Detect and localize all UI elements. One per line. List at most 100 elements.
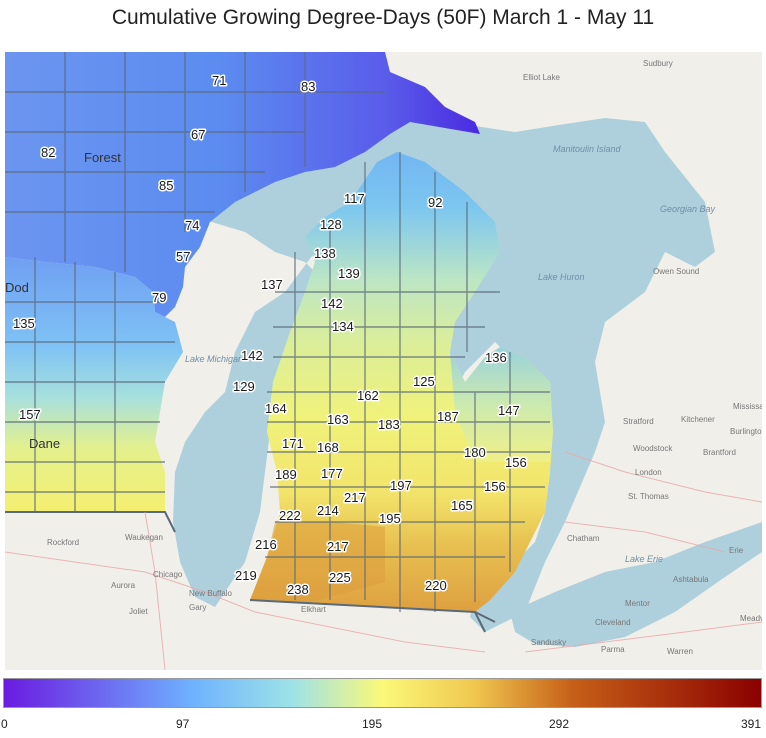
gdd-value: 142 — [321, 296, 343, 311]
gdd-value: 219 — [235, 568, 257, 583]
gdd-value: 183 — [378, 417, 400, 432]
city-label: Gary — [189, 603, 206, 612]
gdd-value: 165 — [451, 498, 473, 513]
colorbar-tick: 97 — [176, 717, 190, 731]
gdd-value: 164 — [265, 401, 287, 416]
gdd-value: 129 — [233, 379, 255, 394]
city-label: Owen Sound — [653, 267, 699, 276]
city-labels: Elliot Lake Sudbury Owen Sound Kitchener… — [47, 59, 762, 656]
gdd-value: 79 — [152, 290, 166, 305]
city-label: Aurora — [111, 581, 136, 590]
gdd-value: 189 — [275, 467, 297, 482]
gdd-value: 177 — [321, 466, 343, 481]
city-label: Brantford — [703, 448, 736, 457]
city-label: New Buffalo — [189, 589, 233, 598]
gdd-value: 195 — [379, 511, 401, 526]
city-label: Meadville — [740, 614, 762, 623]
colorbar — [3, 678, 762, 708]
gdd-value: 197 — [390, 478, 412, 493]
city-label: Parma — [601, 645, 625, 654]
map-title: Cumulative Growing Degree-Days (50F) Mar… — [111, 6, 655, 29]
colorbar-gradient — [4, 679, 761, 707]
gdd-value: 238 — [287, 582, 309, 597]
colorbar-tick: 292 — [549, 717, 570, 731]
city-label: Rockford — [47, 538, 79, 547]
gdd-value: 168 — [317, 440, 339, 455]
roads — [5, 451, 762, 670]
gdd-value: 128 — [320, 217, 342, 232]
upper-peninsula — [5, 52, 480, 317]
gdd-value: 214 — [317, 503, 339, 518]
city-label: Waukegan — [125, 533, 163, 542]
city-label: London — [635, 468, 662, 477]
county-label-forest: Forest — [84, 150, 121, 165]
gdd-value: 83 — [301, 79, 315, 94]
county-label-dod: Dod — [5, 280, 29, 295]
manitoulin-island-label: Manitoulin Island — [553, 144, 622, 154]
gdd-value: 125 — [413, 374, 435, 389]
gdd-value: 136 — [485, 350, 507, 365]
gdd-value: 82 — [41, 145, 55, 160]
gdd-value: 225 — [329, 570, 351, 585]
gdd-value: 222 — [279, 508, 301, 523]
city-label: Cleveland — [595, 618, 631, 627]
city-label: Mentor — [625, 599, 650, 608]
map-canvas: Lake Michigan Lake Huron Georgian Bay La… — [5, 52, 762, 670]
gdd-value: 156 — [484, 479, 506, 494]
city-label: Woodstock — [633, 444, 673, 453]
city-label: Mississauga — [733, 402, 762, 411]
lake-huron-label: Lake Huron — [538, 272, 585, 282]
city-label: Erie — [729, 546, 744, 555]
city-label: Kitchener — [681, 415, 715, 424]
city-label: Warren — [667, 647, 693, 656]
southwest-warm-zone — [250, 522, 385, 604]
gdd-value: 156 — [505, 455, 527, 470]
gdd-value: 216 — [255, 537, 277, 552]
city-label: Stratford — [623, 417, 654, 426]
map-panel[interactable]: Lake Michigan Lake Huron Georgian Bay La… — [5, 52, 762, 670]
colorbar-tick: 195 — [362, 717, 383, 731]
city-label: Burlington — [730, 427, 762, 436]
gdd-value: 157 — [19, 407, 41, 422]
gdd-value: 142 — [241, 348, 263, 363]
gdd-value: 71 — [212, 73, 226, 88]
county-label-dane: Dane — [29, 436, 60, 451]
thumb-region — [450, 347, 553, 462]
gdd-value: 187 — [437, 409, 459, 424]
georgian-bay-label: Georgian Bay — [660, 204, 716, 214]
gdd-value-labels: 71 83 67 82 85 74 57 79 135 157 117 92 1… — [12, 72, 529, 599]
city-label: Elkhart — [301, 605, 327, 614]
county-boundaries — [5, 52, 550, 612]
gdd-value: 137 — [261, 277, 283, 292]
lake-erie-label: Lake Erie — [625, 554, 663, 564]
colorbar-tick: 0 — [1, 717, 8, 731]
gdd-value: 217 — [344, 490, 366, 505]
gdd-value: 163 — [327, 412, 349, 427]
lake-erie-water — [510, 522, 762, 647]
lake-michigan-label: Lake Michigan — [185, 354, 243, 364]
state-boundaries — [5, 511, 496, 633]
city-label: Ashtabula — [673, 575, 709, 584]
gdd-value: 220 — [425, 578, 447, 593]
gdd-value: 57 — [176, 249, 190, 264]
gdd-value: 67 — [191, 127, 205, 142]
gdd-value: 217 — [327, 539, 349, 554]
city-label: Joliet — [129, 607, 148, 616]
gdd-value: 171 — [282, 436, 304, 451]
gdd-value: 147 — [498, 403, 520, 418]
gdd-value: 139 — [338, 266, 360, 281]
gdd-value: 180 — [464, 445, 486, 460]
gdd-value: 162 — [357, 388, 379, 403]
gdd-value: 92 — [428, 195, 442, 210]
gdd-value: 85 — [159, 178, 173, 193]
city-label: Elliot Lake — [523, 73, 560, 82]
city-label: Chatham — [567, 534, 600, 543]
lower-peninsula — [250, 152, 553, 612]
city-label: St. Thomas — [628, 492, 669, 501]
colorbar-tick: 391 — [741, 717, 762, 731]
gdd-value: 134 — [332, 319, 354, 334]
wisconsin — [5, 257, 183, 512]
gdd-value: 135 — [13, 316, 35, 331]
city-label: Sandusky — [531, 638, 566, 647]
gdd-value: 74 — [185, 218, 199, 233]
